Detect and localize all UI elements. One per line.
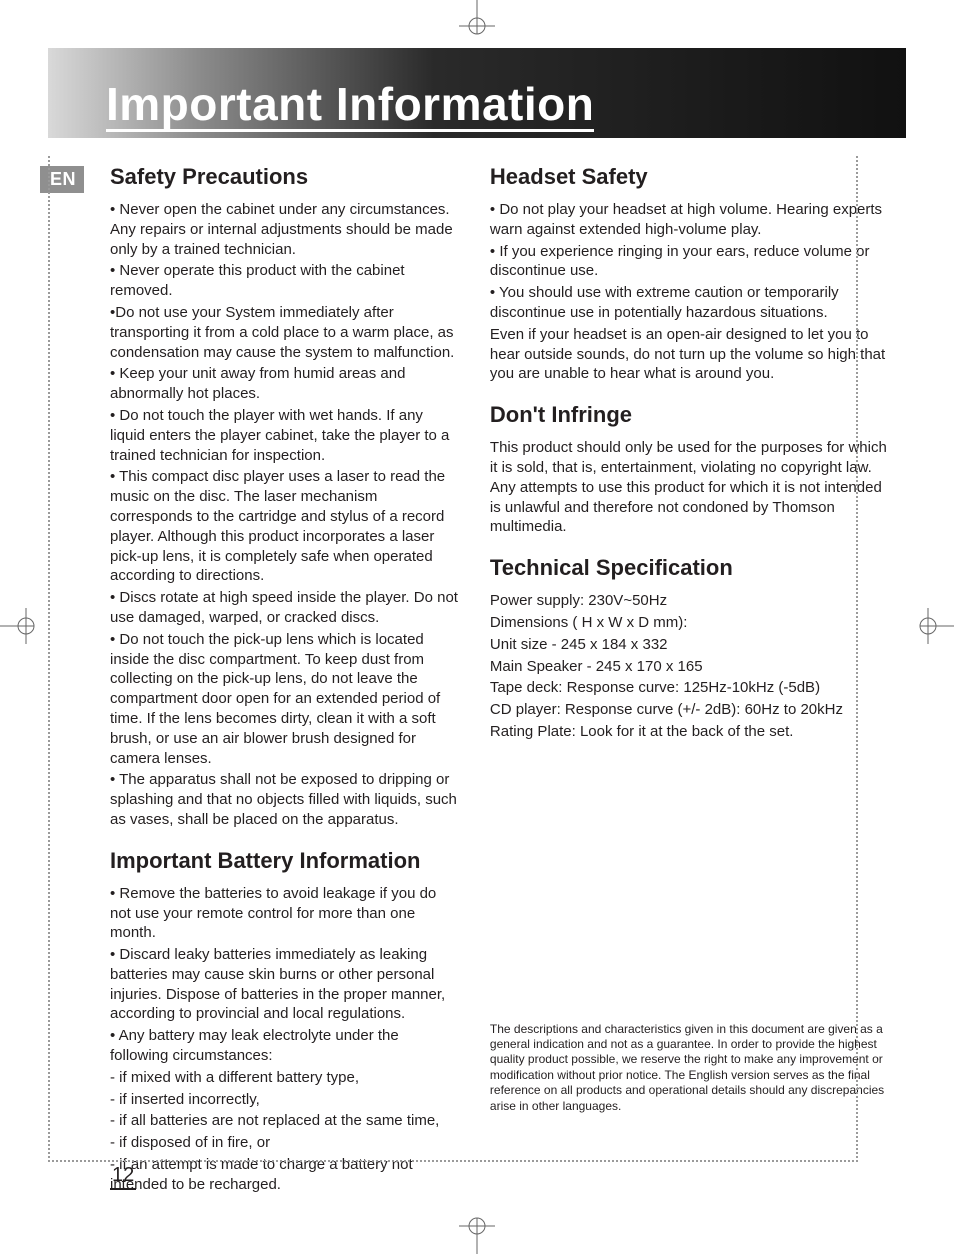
body-text: • Do not touch the pick-up lens which is… — [110, 630, 460, 769]
footnote: The descriptions and characteristics giv… — [490, 1022, 888, 1114]
body-text: • Never open the cabinet under any circu… — [110, 200, 460, 259]
body-text: - if inserted incorrectly, — [110, 1090, 460, 1110]
body-text: • This compact disc player uses a laser … — [110, 467, 460, 586]
body-text: • Discard leaky batteries immediately as… — [110, 945, 460, 1024]
left-column: Safety Precautions • Never open the cabi… — [48, 164, 460, 1197]
techspec-list: Power supply: 230V~50HzDimensions ( H x … — [490, 591, 888, 742]
right-column: Headset Safety • Do not play your headse… — [488, 164, 898, 1197]
body-text: • You should use with extreme caution or… — [490, 283, 888, 323]
header-bar: Important Information — [48, 48, 906, 138]
body-text: - if an attempt is made to charge a batt… — [110, 1155, 460, 1195]
body-text: • Keep your unit away from humid areas a… — [110, 364, 460, 404]
body-text: Tape deck: Response curve: 125Hz-10kHz (… — [490, 678, 888, 698]
body-text: • Remove the batteries to avoid leakage … — [110, 884, 460, 943]
body-text: Rating Plate: Look for it at the back of… — [490, 722, 888, 742]
body-text: Main Speaker - 245 x 170 x 165 — [490, 657, 888, 677]
headset-list: • Do not play your headset at high volum… — [490, 200, 888, 384]
body-text: Dimensions ( H x W x D mm): — [490, 613, 888, 633]
body-text: - if all batteries are not replaced at t… — [110, 1111, 460, 1131]
registration-mark-bottom — [447, 1214, 507, 1254]
page-title: Important Information — [106, 81, 594, 132]
body-text: •Do not use your System immediately afte… — [110, 303, 460, 362]
page-number: 12 — [110, 1164, 136, 1190]
heading-techspec: Technical Specification — [490, 555, 888, 581]
battery-list: • Remove the batteries to avoid leakage … — [110, 884, 460, 1195]
heading-headset: Headset Safety — [490, 164, 888, 190]
page-container: Important Information EN Safety Precauti… — [48, 48, 906, 1192]
body-text: • Discs rotate at high speed inside the … — [110, 588, 460, 628]
heading-infringe: Don't Infringe — [490, 402, 888, 428]
body-text: Power supply: 230V~50Hz — [490, 591, 888, 611]
heading-battery: Important Battery Information — [110, 848, 460, 874]
infringe-body: This product should only be used for the… — [490, 438, 888, 537]
registration-mark-right — [916, 596, 954, 656]
registration-mark-top — [447, 0, 507, 38]
body-text: Unit size - 245 x 184 x 332 — [490, 635, 888, 655]
body-text: - if mixed with a different battery type… — [110, 1068, 460, 1088]
registration-mark-left — [0, 596, 38, 656]
body-text: - if disposed of in fire, or — [110, 1133, 460, 1153]
body-text: • Do not touch the player with wet hands… — [110, 406, 460, 465]
body-text: • If you experience ringing in your ears… — [490, 242, 888, 282]
body-text: Even if your headset is an open-air desi… — [490, 325, 888, 384]
body-text: • Never operate this product with the ca… — [110, 261, 460, 301]
body-text: CD player: Response curve (+/- 2dB): 60H… — [490, 700, 888, 720]
language-tab: EN — [40, 166, 84, 193]
body-text: • Do not play your headset at high volum… — [490, 200, 888, 240]
safety-list: • Never open the cabinet under any circu… — [110, 200, 460, 830]
body-text: • Any battery may leak electrolyte under… — [110, 1026, 460, 1066]
content-area: EN Safety Precautions • Never open the c… — [48, 138, 906, 1197]
heading-safety: Safety Precautions — [110, 164, 460, 190]
body-text: • The apparatus shall not be exposed to … — [110, 770, 460, 829]
